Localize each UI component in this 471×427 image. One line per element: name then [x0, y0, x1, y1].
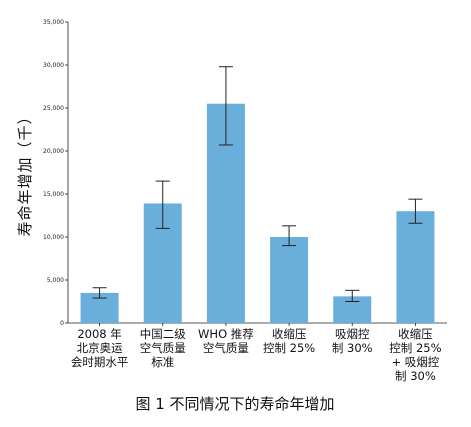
y-tick-label: 20,000: [43, 148, 64, 155]
category-label-line: 北京奥运: [77, 341, 123, 355]
y-axis: 0 5,000 10,000 15,000 20,000 25,000 30,000 35,0…: [43, 19, 69, 327]
category-label-line: 控制 25%: [389, 341, 441, 355]
error-bars: [92, 66, 423, 302]
category-label-line: 收缩压: [272, 327, 307, 341]
category-label: 收缩压控制 25%: [263, 327, 315, 355]
category-label-line: 2008 年: [77, 327, 121, 341]
category-label-line: 收缩压: [398, 327, 433, 341]
y-tick-label: 15,000: [43, 191, 64, 198]
category-label: 中国二级空气质量标准: [140, 327, 186, 369]
category-label-line: 空气质量: [203, 341, 249, 355]
y-tick-label: 0: [60, 320, 64, 327]
category-label-line: 吸烟控: [335, 327, 370, 341]
y-tick-label: 25,000: [43, 105, 64, 112]
y-tick-label: 30,000: [43, 62, 64, 69]
y-tick-label: 10,000: [43, 234, 64, 241]
category-label: 2008 年北京奥运会时期水平: [71, 327, 129, 369]
figure-caption: 图 1 不同情况下的寿命年增加: [135, 395, 334, 413]
bar: [270, 237, 309, 323]
category-label: 吸烟控制 30%: [332, 327, 373, 355]
category-label-line: 控制 25%: [263, 341, 315, 355]
y-tick-label: 35,000: [43, 19, 64, 26]
bars: [80, 103, 435, 323]
category-label-line: 会时期水平: [71, 355, 129, 369]
y-axis-title: 寿命年增加（千）: [16, 108, 34, 236]
category-label-line: 空气质量: [140, 341, 186, 355]
category-label-line: 标准: [151, 355, 174, 369]
x-axis: [68, 322, 447, 326]
category-label-line: + 吸烟控: [392, 355, 440, 369]
category-label-line: WHO 推荐: [198, 327, 254, 341]
y-tick-label: 5,000: [47, 277, 64, 284]
category-label: 收缩压控制 25% + 吸烟控制 30%: [389, 327, 441, 383]
category-label-line: 中国二级: [140, 327, 186, 341]
category-label: WHO 推荐空气质量: [198, 327, 254, 355]
category-label-line: 制 30%: [332, 341, 373, 355]
category-label-line: 制 30%: [395, 369, 436, 383]
bar: [396, 211, 435, 323]
